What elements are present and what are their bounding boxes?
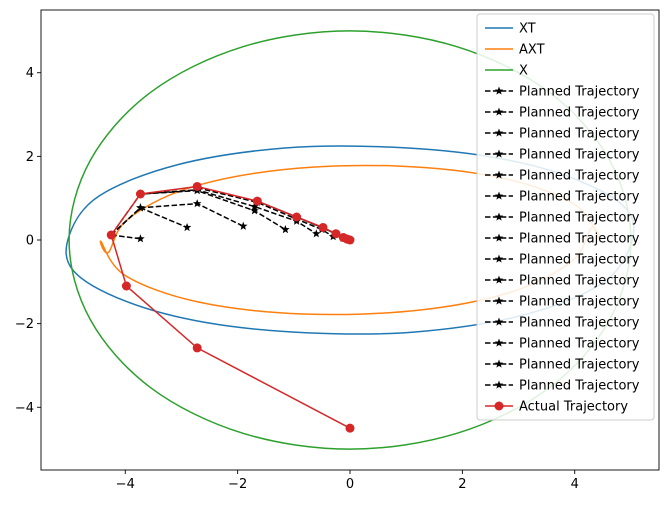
- legend-label: X: [519, 64, 528, 79]
- legend-label: Planned Trajectory: [519, 253, 640, 268]
- legend-star-marker: [494, 317, 504, 326]
- legend-label: Planned Trajectory: [519, 358, 640, 373]
- legend-label: Planned Trajectory: [519, 106, 640, 121]
- x-tick-label: −4: [116, 477, 135, 492]
- actual-trajectory-point-2: [192, 343, 202, 353]
- legend-star-marker: [494, 338, 504, 347]
- legend-label: Planned Trajectory: [519, 148, 640, 163]
- legend-label: Actual Trajectory: [519, 400, 628, 415]
- planned-trajectory-point-3-4: [238, 221, 248, 230]
- planned-trajectory-line-3: [110, 202, 244, 236]
- legend-label: Planned Trajectory: [519, 295, 640, 310]
- legend-star-marker: [494, 191, 504, 200]
- legend-star-marker: [494, 380, 504, 389]
- legend-label: Planned Trajectory: [519, 316, 640, 331]
- legend-label: Planned Trajectory: [519, 274, 640, 289]
- legend-star-marker: [494, 128, 504, 137]
- legend-star-marker: [494, 170, 504, 179]
- legend-circle-marker: [494, 401, 504, 411]
- planned-trajectory-point-5-3: [250, 202, 259, 211]
- legend-star-marker: [494, 149, 504, 158]
- planned-trajectory-point-4-5: [281, 225, 290, 234]
- planned-trajectory-line-1: [111, 234, 141, 240]
- legend-label: Planned Trajectory: [519, 85, 640, 100]
- planned-trajectory-point-3-2: [136, 203, 145, 212]
- series-layer: [65, 30, 635, 450]
- legend-star-marker: [494, 233, 504, 242]
- planned-trajectory-line-5: [140, 189, 317, 235]
- planned-trajectory-line-6: [197, 187, 334, 238]
- y-tick-label: 4: [26, 66, 34, 81]
- legend-star-marker: [494, 107, 504, 116]
- legend-label: Planned Trajectory: [519, 337, 640, 352]
- x-tick-label: −2: [228, 477, 247, 492]
- legend-star-marker: [494, 275, 504, 284]
- y-tick-label: 0: [26, 234, 34, 249]
- x-tick-label: 2: [458, 477, 466, 492]
- legend-label: Planned Trajectory: [519, 232, 640, 247]
- axes-layer: −4 −2 0 2 4 −4 −2 0 2 4: [15, 9, 660, 492]
- planned-trajectory-point-3-3: [192, 199, 202, 208]
- legend-label: Planned Trajectory: [519, 379, 640, 394]
- y-tick-label: −2: [15, 317, 34, 332]
- actual-trajectory-point-6: [192, 181, 202, 191]
- planned-trajectory-point-5-5: [312, 229, 321, 238]
- legend-star-marker: [494, 359, 504, 368]
- actual-trajectory-point-1: [345, 423, 355, 433]
- legend-box: [476, 13, 655, 421]
- actual-trajectory-point-9: [318, 222, 328, 232]
- planned-trajectory-point-1-2: [136, 234, 145, 243]
- actual-trajectory-point-8: [292, 212, 302, 222]
- x-tick-label: 0: [346, 477, 354, 492]
- legend-star-marker: [494, 254, 504, 263]
- planned-trajectory-point-2-3: [182, 222, 192, 232]
- planned-trajectory-point-4-4: [250, 206, 259, 215]
- y-tick-label: −4: [15, 401, 34, 416]
- actual-trajectory-point-7: [252, 196, 262, 206]
- legend-label: Planned Trajectory: [519, 190, 640, 205]
- actual-trajectory-point-5: [135, 189, 145, 199]
- legend: XT AXT X Planned Trajectory Planned Trajecto…: [476, 13, 655, 421]
- legend-label: Planned Trajectory: [519, 211, 640, 226]
- y-tick-label: 2: [26, 150, 34, 165]
- legend-label: Planned Trajectory: [519, 169, 640, 184]
- legend-star-marker: [494, 212, 504, 221]
- actual-trajectory-point-3: [121, 281, 131, 291]
- legend-star-marker: [494, 86, 504, 95]
- planned-trajectory-line-2: [110, 206, 188, 236]
- legend-label: AXT: [519, 43, 545, 58]
- actual-trajectory-point-13: [345, 235, 355, 245]
- x-tick-label: 4: [571, 477, 579, 492]
- actual-trajectory-point-10: [331, 229, 341, 239]
- legend-label: XT: [519, 22, 536, 37]
- legend-star-marker: [494, 296, 504, 305]
- actual-trajectory-point-4: [106, 230, 116, 240]
- legend-label: Planned Trajectory: [519, 127, 640, 142]
